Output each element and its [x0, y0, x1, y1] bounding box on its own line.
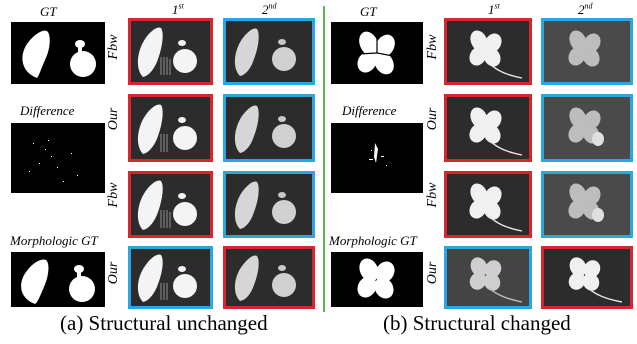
result-tile-right-r2-c2: [541, 94, 633, 162]
difference-fruit-image: [11, 123, 105, 193]
result-tile-left-r3-c2: [223, 171, 315, 238]
row-label-left-1: Fbw: [106, 34, 121, 60]
gt-fruit-image: [11, 22, 105, 84]
result-tile-right-r2-c1: [444, 94, 532, 162]
row-label-right-3: Fbw: [425, 182, 440, 208]
result-tile-left-r3-c1: [128, 171, 213, 238]
col-second-label-right: 2nd: [578, 1, 593, 17]
morphologic-gt-label-right: Morphologic GT: [329, 233, 417, 248]
col-first-label: 1st: [172, 1, 184, 17]
caption-right: (b) Structural changed: [383, 311, 571, 335]
result-tile-right-r4-c2: [541, 246, 633, 309]
gt-flower-image: [331, 22, 423, 84]
caption-left: (a) Structural unchanged: [60, 311, 268, 335]
result-tile-right-r4-c1: [444, 246, 532, 309]
col-second-label: 2nd: [262, 1, 277, 17]
row-label-left-3: Fbw: [106, 182, 121, 208]
result-tile-left-r4-c1: [128, 246, 213, 309]
row-label-left-4: Our: [106, 261, 121, 285]
row-label-right-1: Fbw: [425, 34, 440, 60]
difference-flower-image: [331, 123, 423, 193]
result-tile-left-r4-c2: [223, 246, 315, 309]
result-tile-left-r1-c1: [128, 18, 213, 85]
gt-label: GT: [40, 4, 57, 19]
result-tile-left-r2-c1: [128, 94, 213, 162]
result-tile-right-r1-c1: [444, 18, 532, 85]
result-tile-left-r1-c2: [223, 18, 315, 85]
result-tile-right-r3-c2: [541, 171, 633, 238]
col-first-label-right: 1st: [488, 1, 500, 17]
morphologic-gt-flower-image: [331, 252, 423, 307]
result-tile-left-r2-c2: [223, 94, 315, 162]
panel-divider: [323, 6, 325, 312]
morphologic-gt-label: Morphologic GT: [10, 233, 98, 248]
result-tile-right-r3-c1: [444, 171, 532, 238]
row-label-right-2: Our: [425, 107, 440, 131]
row-label-right-4: Our: [425, 261, 440, 285]
morphologic-gt-fruit-image: [11, 252, 105, 307]
row-label-left-2: Our: [106, 107, 121, 131]
gt-label-right: GT: [360, 4, 377, 19]
difference-label: Difference: [20, 103, 75, 118]
result-tile-right-r1-c2: [541, 18, 633, 85]
difference-label-right: Difference: [342, 103, 397, 118]
